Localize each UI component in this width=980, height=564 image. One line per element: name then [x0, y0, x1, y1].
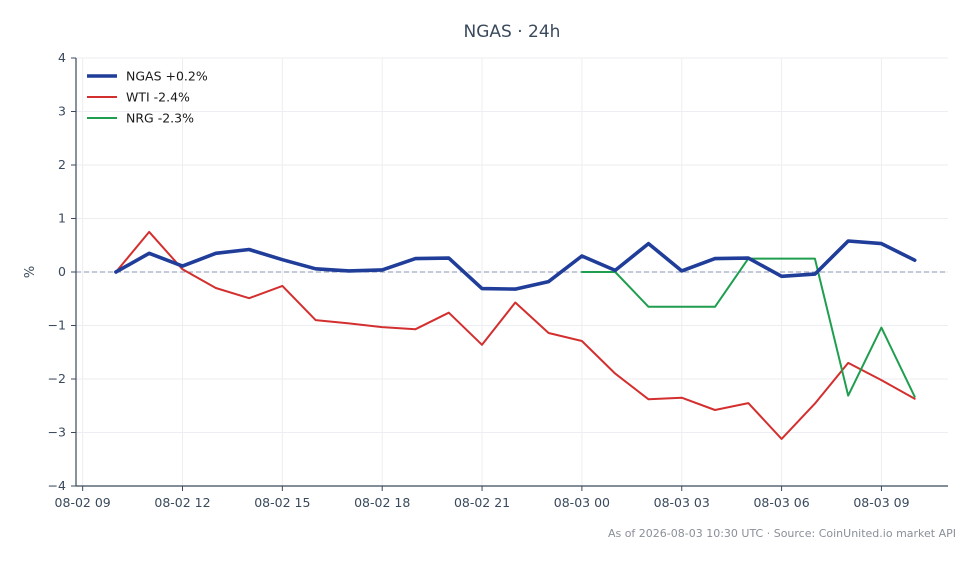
legend-label: NRG -2.3%: [126, 111, 194, 126]
x-tick-label: 08-02 18: [354, 495, 410, 510]
series-line-ngas: [114, 239, 917, 291]
series-line-wti: [114, 230, 916, 440]
y-tick-label: −3: [48, 425, 66, 440]
y-tick-label: 4: [58, 50, 66, 65]
x-tick-label: 08-02 12: [154, 495, 210, 510]
y-tick-label: 2: [58, 157, 66, 172]
x-tick-label: 08-03 06: [753, 495, 809, 510]
y-tick-label: −2: [48, 371, 66, 386]
legend-label: WTI -2.4%: [126, 90, 190, 105]
y-tick-label: −1: [48, 318, 66, 333]
x-tick-label: 08-03 03: [654, 495, 710, 510]
x-tick-label: 08-03 09: [853, 495, 909, 510]
x-tick-label: 08-02 21: [454, 495, 510, 510]
series-line-nrg: [580, 257, 916, 398]
x-tick-label: 08-02 15: [254, 495, 310, 510]
y-tick-label: 3: [58, 104, 66, 119]
x-tick-label: 08-02 09: [55, 495, 111, 510]
legend: NGAS +0.2% WTI -2.4% NRG -2.3%: [87, 69, 208, 126]
y-tick-label: 0: [58, 264, 66, 279]
axes: −4 −3 −2 −1 0 1 2 3 4 08-02 09 08-02 12 08-02 15 08-…: [48, 50, 948, 510]
y-tick-label: 1: [58, 211, 66, 226]
series-lines: [114, 230, 917, 440]
x-tick-label: 08-03 00: [554, 495, 610, 510]
source-footnote: As of 2026-08-03 10:30 UTC · Source: Coi…: [608, 527, 956, 540]
y-tick-label: −4: [48, 478, 66, 493]
legend-label: NGAS +0.2%: [126, 69, 208, 84]
chart-title: NGAS · 24h: [464, 22, 561, 42]
y-axis-label: %: [23, 266, 38, 278]
